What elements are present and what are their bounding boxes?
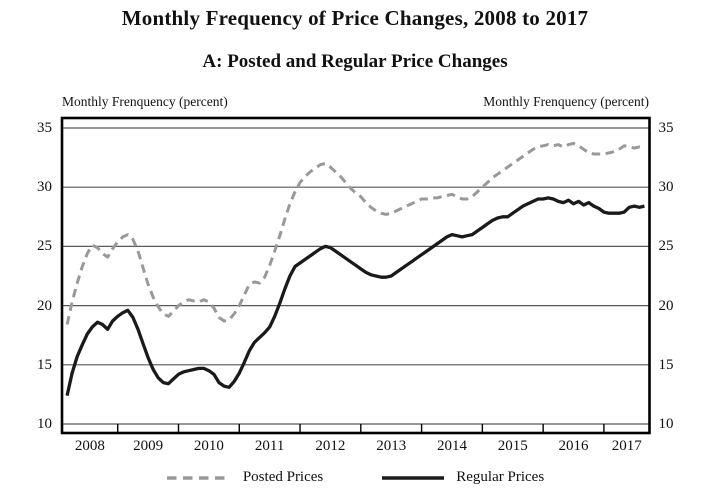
- x-tick-label-2009: 2009: [133, 438, 164, 454]
- x-tick-label-2016: 2016: [558, 438, 589, 454]
- y-tick-label-left-25: 25: [37, 238, 52, 255]
- posted-series-path: [65, 141, 645, 325]
- y-tick-label-right-35: 35: [658, 120, 674, 136]
- legend: Posted Prices Regular Prices: [0, 469, 710, 486]
- x-tick-label-2013: 2013: [376, 438, 407, 454]
- y-tick-label-left-30: 30: [37, 179, 52, 196]
- x-tick-label-2014: 2014: [436, 438, 467, 454]
- x-tick-label-2012: 2012: [315, 438, 346, 454]
- legend-label-posted: Posted Prices: [242, 469, 324, 485]
- y-tick-label-left-10: 10: [37, 416, 52, 432]
- x-tick-label-2011: 2011: [254, 438, 285, 454]
- x-tick-label-2015: 2015: [497, 438, 528, 454]
- y-tick-label-left-15: 15: [37, 356, 52, 373]
- legend-item-posted: Posted Prices: [166, 469, 323, 486]
- legend-item-regular: Regular Prices: [381, 469, 544, 486]
- x-tick-label-2017: 2017: [611, 438, 642, 454]
- y-tick-label-left-35: 35: [37, 120, 52, 136]
- legend-label-regular: Regular Prices: [456, 469, 545, 485]
- y-tick-label-right-10: 10: [658, 416, 674, 432]
- chart-title: Monthly Frequency of Price Changes, 2008…: [121, 6, 589, 30]
- y-tick-label-right-30: 30: [658, 179, 674, 196]
- y-axis-unit-label-left: Monthly Frenquency (percent): [62, 94, 228, 109]
- x-tick-label-2008: 2008: [74, 438, 105, 454]
- x-tick-label-2010: 2010: [193, 438, 224, 454]
- chart-subtitle: A: Posted and Regular Price Changes: [202, 51, 508, 72]
- y-tick-label-left-20: 20: [37, 297, 52, 314]
- regular-solid-line-sample: [382, 475, 445, 480]
- y-tick-label-right-25: 25: [658, 238, 674, 255]
- posted-dashed-line-sample: [166, 475, 231, 480]
- y-tick-label-right-20: 20: [658, 297, 674, 314]
- regular-series-path: [65, 196, 645, 396]
- plot-frame: [60, 116, 651, 435]
- y-tick-label-right-15: 15: [658, 356, 674, 373]
- y-axis-unit-label-right: Monthly Frenquency (percent): [483, 94, 649, 109]
